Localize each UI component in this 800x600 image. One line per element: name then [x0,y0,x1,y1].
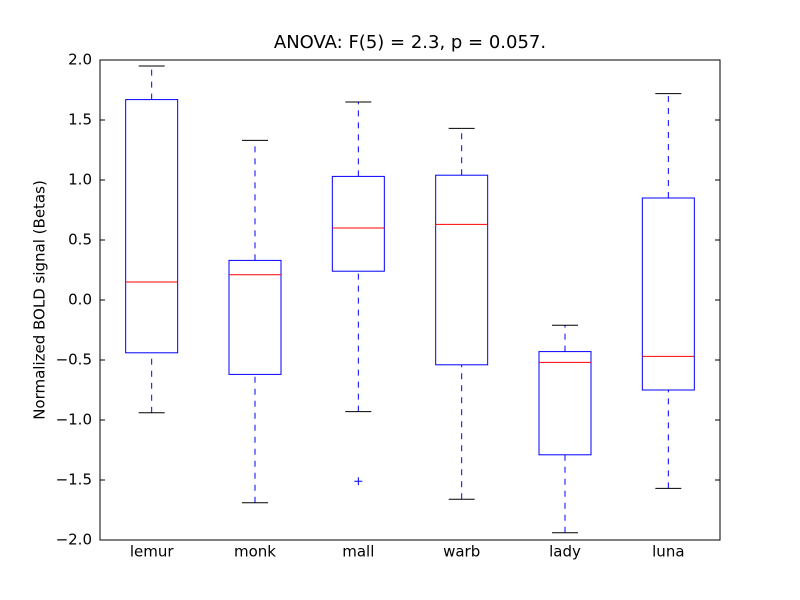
box [228,259,282,375]
y-tick-label: 0.0 [68,291,92,309]
x-tick-label: monk [234,543,276,561]
y-tick-label: 1.0 [68,171,92,189]
x-tick-label: mall [342,543,374,561]
box [125,99,179,354]
y-tick-label: −0.5 [56,351,92,369]
chart-title: ANOVA: F(5) = 2.3, p = 0.057. [274,32,546,53]
x-tick-label: lemur [130,543,175,561]
y-tick-label: −1.0 [56,411,92,429]
y-tick-label: −2.0 [56,531,92,549]
y-tick-label: 1.5 [68,111,92,129]
y-tick-label: 0.5 [68,231,92,249]
y-tick-label: 2.0 [68,51,92,69]
box [538,351,592,456]
box [331,175,385,272]
flier [354,477,363,486]
x-tick-label: warb [443,543,480,561]
x-tick-label: lady [549,543,581,561]
y-axis-label: Normalized BOLD signal (Betas) [31,180,49,420]
x-tick-label: luna [652,543,684,561]
y-tick-label: −1.5 [56,471,92,489]
box [641,197,695,391]
box [435,174,489,366]
